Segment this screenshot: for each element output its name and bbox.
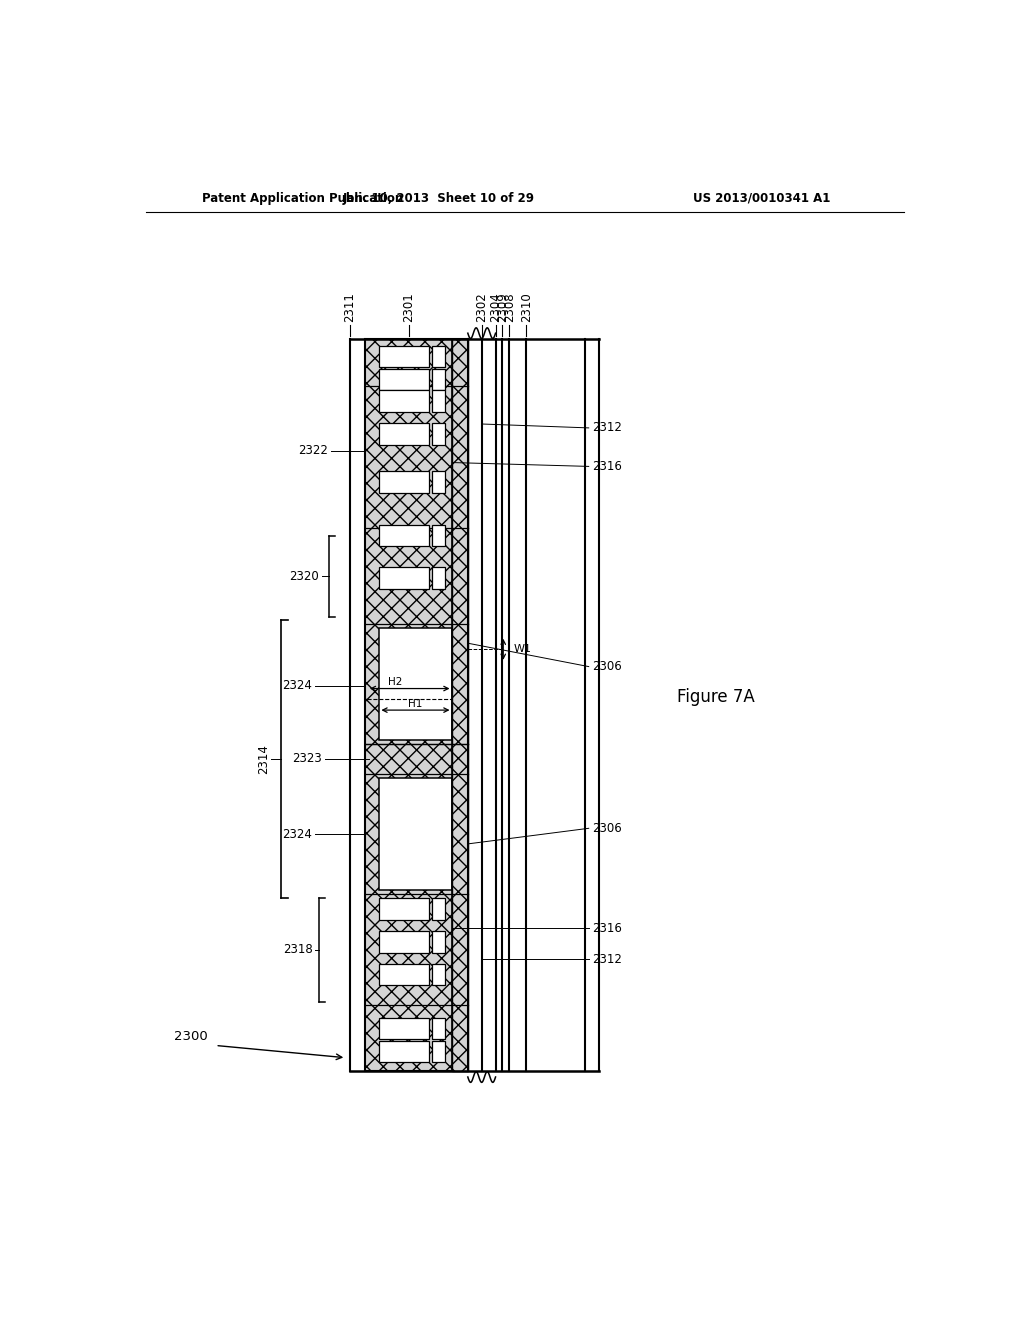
Bar (379, 899, 429, 920)
Text: 2316: 2316 (592, 921, 622, 935)
Bar (453, 339, 468, 1071)
Bar (379, 368, 429, 391)
Bar (432, 568, 444, 589)
Text: Figure 7A: Figure 7A (677, 689, 755, 706)
Text: Patent Application Publication: Patent Application Publication (202, 191, 403, 205)
Bar (432, 964, 444, 985)
Text: 2302: 2302 (475, 293, 488, 322)
Text: 2306: 2306 (592, 660, 622, 673)
Bar (432, 471, 444, 492)
Text: W1: W1 (514, 644, 532, 655)
Text: 2300: 2300 (174, 1030, 208, 1043)
Text: 2304: 2304 (489, 293, 502, 322)
Bar (379, 525, 429, 546)
Text: H1: H1 (409, 700, 423, 709)
Bar (432, 525, 444, 546)
Bar (379, 424, 429, 445)
Bar (379, 1018, 429, 1039)
Text: 2324: 2324 (283, 828, 312, 841)
Bar (379, 1040, 429, 1063)
Text: 2323: 2323 (292, 752, 322, 766)
Text: 2301: 2301 (402, 293, 416, 322)
Bar (379, 391, 429, 412)
Bar (379, 471, 429, 492)
Text: 2314: 2314 (257, 744, 270, 774)
Text: 2318: 2318 (284, 942, 313, 956)
Text: 2312: 2312 (592, 421, 622, 434)
Text: Jan. 10, 2013  Sheet 10 of 29: Jan. 10, 2013 Sheet 10 of 29 (343, 191, 535, 205)
Bar (366, 339, 468, 1071)
Bar (432, 368, 444, 391)
Text: 2322: 2322 (298, 445, 328, 458)
Text: 2310: 2310 (520, 293, 532, 322)
Bar (432, 1040, 444, 1063)
Text: 2312: 2312 (592, 953, 622, 966)
Text: 2306: 2306 (592, 822, 622, 834)
Bar (432, 932, 444, 953)
Text: 2320: 2320 (289, 570, 318, 582)
Bar (379, 568, 429, 589)
Bar (432, 424, 444, 445)
Bar (379, 346, 429, 367)
Text: 2311: 2311 (343, 293, 356, 322)
Text: US 2013/0010341 A1: US 2013/0010341 A1 (693, 191, 830, 205)
Text: 2308: 2308 (503, 293, 516, 322)
Bar (432, 899, 444, 920)
Bar (379, 932, 429, 953)
Bar (432, 1018, 444, 1039)
Bar (379, 779, 453, 890)
Text: 2316: 2316 (592, 459, 622, 473)
Text: 2309: 2309 (496, 293, 509, 322)
Bar (432, 391, 444, 412)
Bar (379, 964, 429, 985)
Bar (379, 628, 453, 739)
Bar (432, 346, 444, 367)
Text: 2324: 2324 (283, 680, 312, 693)
Text: H2: H2 (388, 677, 402, 688)
